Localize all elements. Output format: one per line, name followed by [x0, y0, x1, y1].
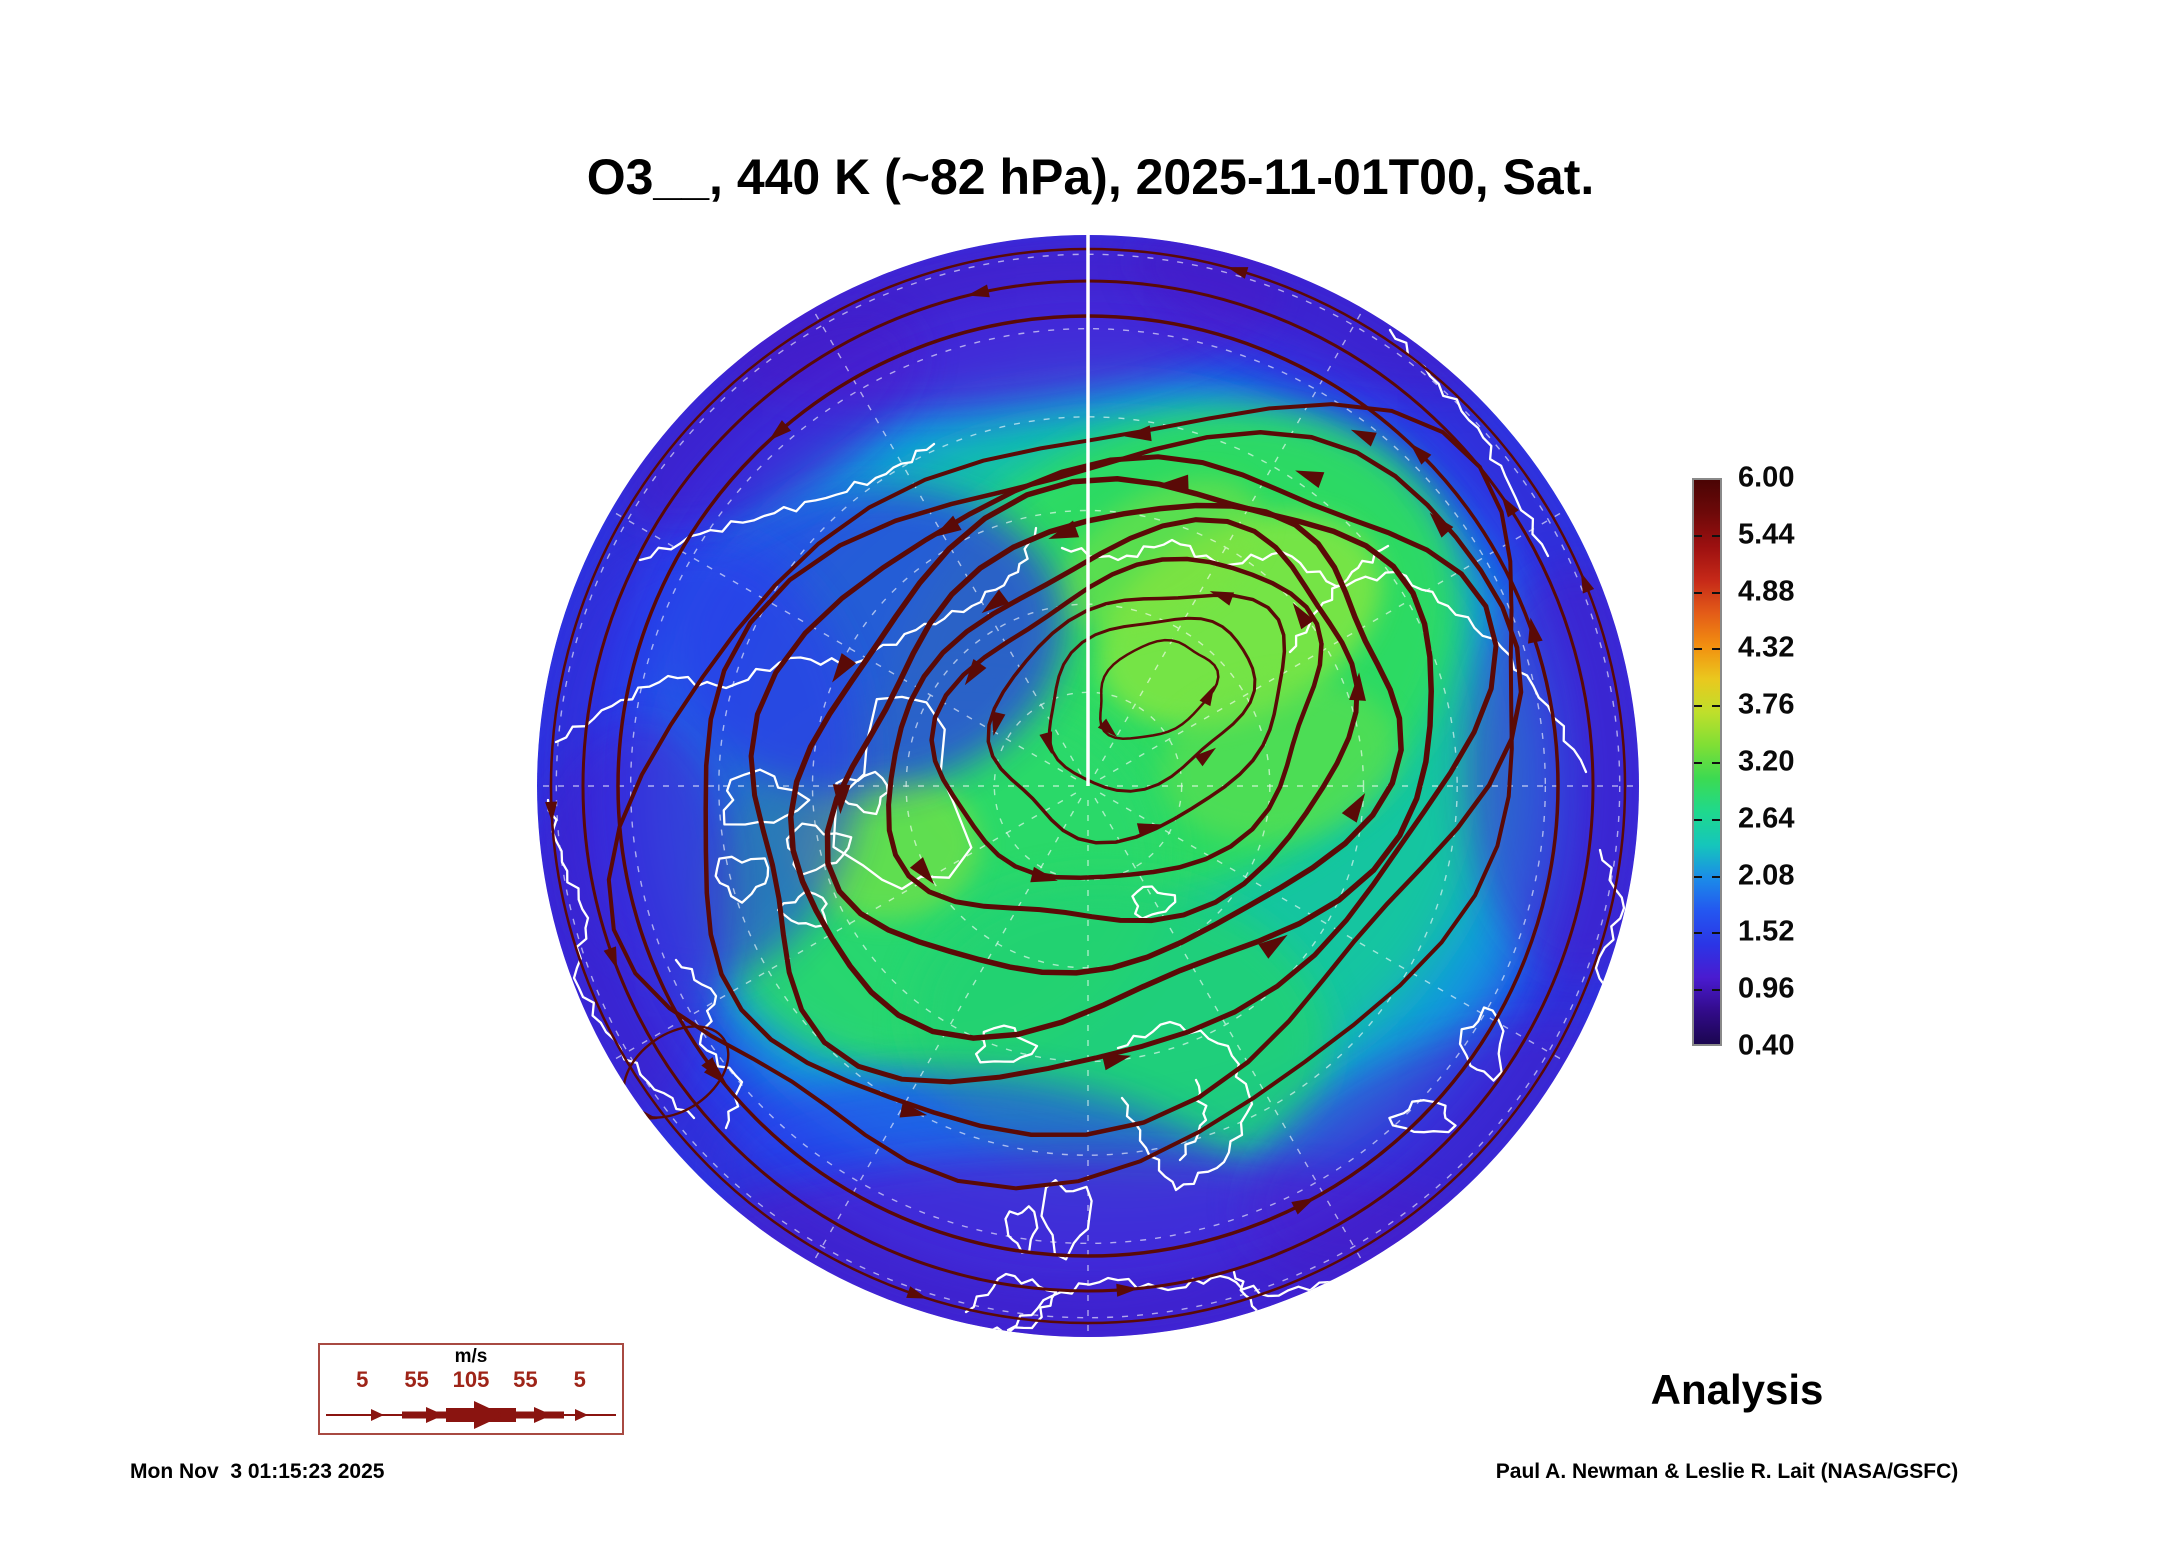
colorbar-tick — [1712, 818, 1720, 821]
wind-speed-label: 55 — [513, 1367, 538, 1392]
colorbar-tick-label: 6.00 — [1738, 461, 1795, 494]
colorbar-tick — [1712, 705, 1720, 708]
colorbar-tick — [1694, 648, 1702, 651]
colorbar-tick — [1694, 989, 1702, 992]
wind-streamlines — [545, 247, 1627, 1325]
colorbar-tick — [1694, 705, 1702, 708]
colorbar-tick-label: 4.32 — [1738, 631, 1795, 664]
wind-speed-label: 55 — [404, 1367, 429, 1392]
timestamp: Mon Nov 3 01:15:23 2025 — [130, 1460, 385, 1483]
colorbar-tick — [1712, 875, 1720, 878]
wind-speed-label: 5 — [356, 1367, 369, 1392]
colorbar-tick — [1694, 762, 1702, 764]
credit-line: Paul A. Newman & Leslie R. Lait (NASA/GS… — [1495, 1460, 1959, 1483]
colorbar-tick-label: 4.88 — [1738, 575, 1795, 608]
colorbar-tick — [1694, 534, 1702, 537]
ozone-color-field — [537, 235, 1639, 1337]
wind-scale-legend: m/s 5 55 105 55 5 — [318, 1343, 624, 1435]
colorbar-tick — [1694, 818, 1702, 821]
colorbar-tick — [1712, 534, 1720, 537]
colorbar-tick-label: 0.96 — [1738, 972, 1795, 1005]
colorbar-tick-label: 2.08 — [1738, 859, 1795, 892]
colorbar-tick-label: 5.44 — [1738, 518, 1795, 551]
colorbar-tick — [1694, 591, 1702, 594]
analysis-label: Analysis — [1650, 1366, 1824, 1413]
figure-title: O3__, 440 K (~82 hPa), 2025-11-01T00, Sa… — [586, 149, 1595, 205]
wind-arrow-glyph — [326, 1401, 616, 1429]
wind-speed-label: 105 — [452, 1367, 490, 1392]
colorbar-tick-label: 2.64 — [1738, 802, 1795, 835]
wind-legend-units-label: m/s — [454, 1346, 488, 1367]
colorbar-tick-label: 0.40 — [1738, 1029, 1795, 1062]
colorbar-tick — [1694, 875, 1702, 878]
globe-layers — [537, 235, 1639, 1337]
colorbar-tick — [1712, 989, 1720, 992]
colorbar-tick — [1712, 591, 1720, 594]
colorbar-tick-label: 3.76 — [1738, 688, 1795, 721]
colorbar-tick-label: 3.20 — [1738, 745, 1795, 778]
colorbar-tick — [1712, 932, 1720, 935]
colorbar-tick — [1712, 648, 1720, 651]
wind-speed-label: 5 — [573, 1367, 586, 1392]
colorbar-tick — [1712, 762, 1720, 764]
colorbar-tick-label: 1.52 — [1738, 915, 1795, 948]
colorbar-tick — [1694, 932, 1702, 935]
